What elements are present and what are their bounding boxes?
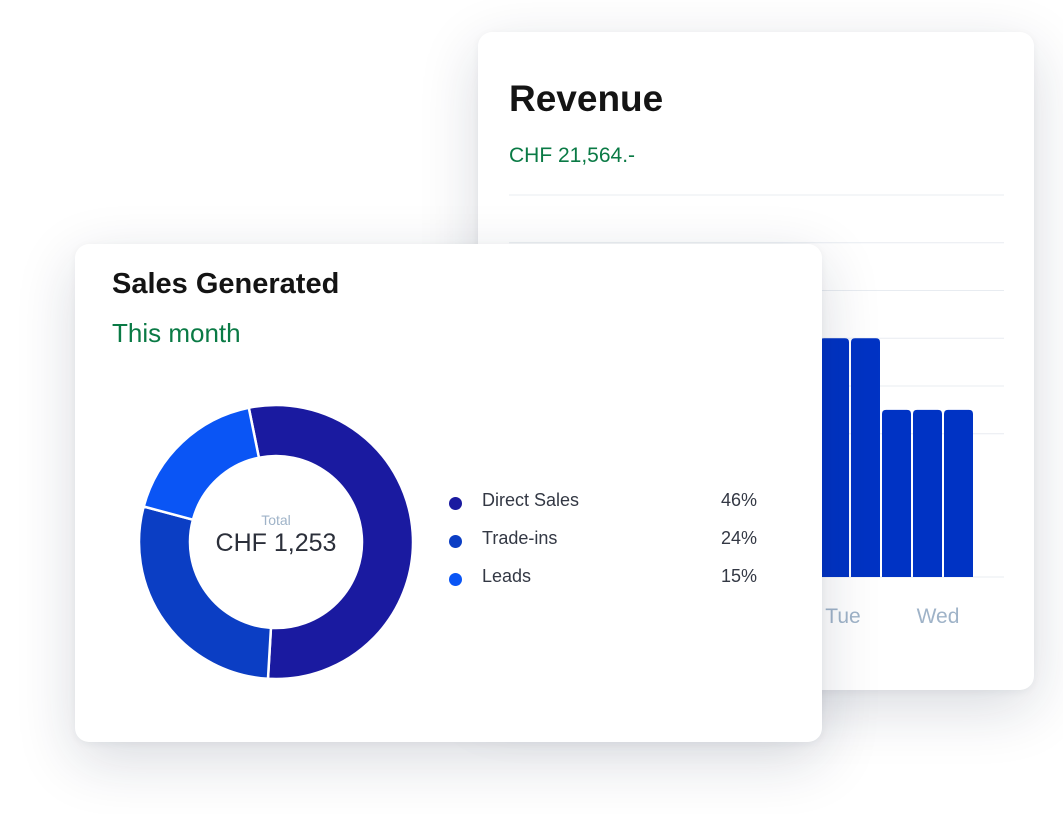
donut-slice-direct-sales xyxy=(247,403,415,681)
donut-total-label: Total xyxy=(261,512,291,528)
donut-slice-trade-ins xyxy=(137,504,273,681)
sales-period: This month xyxy=(112,318,241,348)
direct-sales-dot-icon xyxy=(449,497,462,510)
revenue-bar xyxy=(851,338,880,577)
x-tick-label: Tue xyxy=(825,605,860,628)
revenue-bar xyxy=(882,409,911,577)
revenue-bar xyxy=(944,409,973,577)
donut-slice-leads xyxy=(142,406,261,522)
revenue-title: Revenue xyxy=(509,78,664,119)
legend-item-leads: Leads 15% xyxy=(447,566,757,604)
legend-percent: 15% xyxy=(720,566,757,586)
sales-title: Sales Generated xyxy=(112,268,340,300)
legend-percent: 24% xyxy=(720,528,757,548)
donut-total-value: CHF 1,253 xyxy=(215,529,337,557)
revenue-bar xyxy=(913,409,942,577)
revenue-amount: CHF 21,564.- xyxy=(509,144,636,167)
legend-item-direct-sales: Direct Sales 46% xyxy=(447,490,757,528)
legend-label: Trade-ins xyxy=(482,528,558,548)
donut-legend: Direct Sales 46% Trade-ins 24% Leads 15% xyxy=(447,490,757,604)
sales-generated-card: Sales Generated This month Total CHF 1,2… xyxy=(75,244,822,742)
trade-ins-dot-icon xyxy=(449,535,462,548)
leads-dot-icon xyxy=(449,573,462,586)
sales-donut-chart xyxy=(137,403,415,681)
revenue-bar xyxy=(820,338,849,577)
x-tick-label: Wed xyxy=(917,605,960,628)
legend-percent: 46% xyxy=(720,490,757,510)
legend-item-trade-ins: Trade-ins 24% xyxy=(447,528,757,566)
legend-label: Direct Sales xyxy=(482,490,580,510)
legend-label: Leads xyxy=(482,566,532,586)
